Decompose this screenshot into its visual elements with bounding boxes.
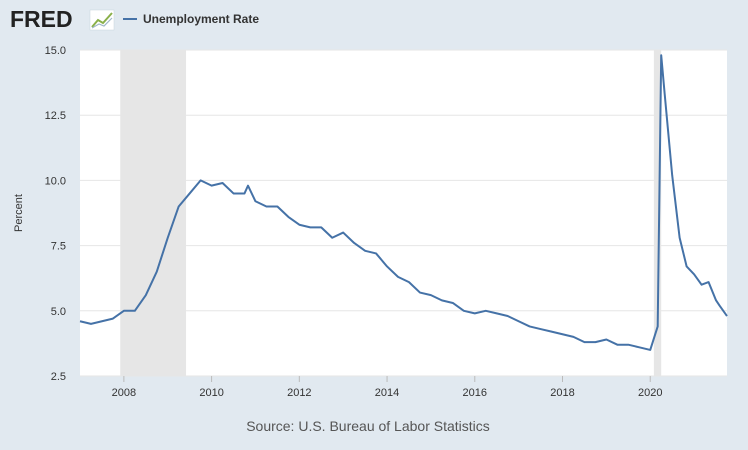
x-tick-label: 2008 [112,387,136,399]
x-axis-ticks: 2008 2010 2012 2014 2016 2018 2020 [112,376,662,399]
line-chart-icon [89,9,115,31]
fred-logo-text: FRED [10,6,73,32]
recession-band-2 [653,50,662,376]
y-axis-ticks: 2.5 5.0 7.5 10.0 12.5 15.0 [45,45,66,383]
x-tick-label: 2018 [550,387,574,399]
y-tick-label: 12.5 [45,110,66,122]
fred-logo[interactable]: FRED [10,6,115,32]
recession-bands [120,50,662,376]
legend-label: Unemployment Rate [143,12,259,26]
x-tick-label: 2010 [199,387,223,399]
recession-band-1 [120,50,187,376]
x-tick-label: 2016 [463,387,487,399]
x-tick-label: 2020 [638,387,662,399]
source-note: Source: U.S. Bureau of Labor Statistics [246,418,490,434]
legend[interactable]: Unemployment Rate [123,12,259,26]
series-layer [79,54,728,351]
y-tick-label: 10.0 [45,175,66,187]
y-tick-label: 2.5 [51,371,66,383]
plot-area[interactable] [80,50,727,376]
x-tick-label: 2014 [375,387,399,399]
y-axis-title: Percent [13,194,25,232]
y-tick-label: 5.0 [51,306,66,318]
y-tick-label: 7.5 [51,241,66,253]
series-line-unemployment-rate[interactable] [79,54,728,351]
y-tick-label: 15.0 [45,45,66,57]
grid-lines [80,49,727,377]
x-tick-label: 2012 [287,387,311,399]
